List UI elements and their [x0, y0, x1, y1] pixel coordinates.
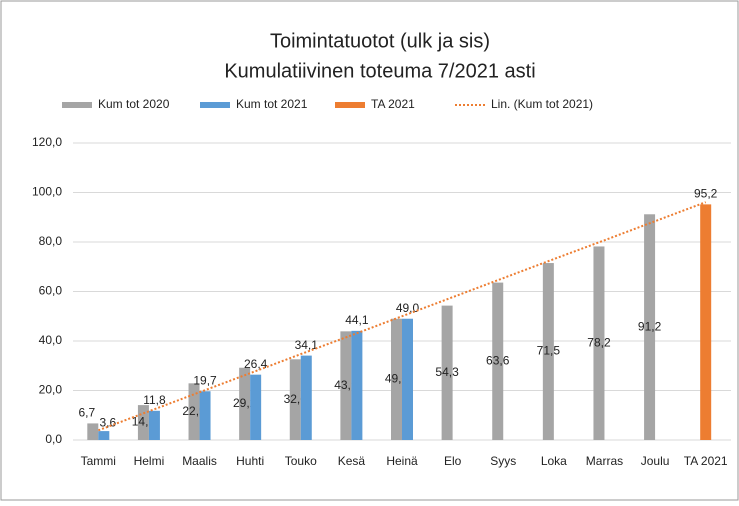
x-tick-label: Elo — [444, 454, 462, 468]
bar — [644, 214, 656, 440]
y-tick-label: 40,0 — [39, 333, 63, 347]
x-tick-label: TA 2021 — [684, 454, 728, 468]
bar — [148, 410, 160, 440]
legend-label: Lin. (Kum tot 2021) — [491, 97, 593, 111]
data-label: 91,2 — [638, 319, 662, 333]
legend-label: TA 2021 — [371, 97, 415, 111]
bar — [239, 367, 251, 440]
y-tick-label: 120,0 — [32, 135, 62, 149]
x-tick-label: Marras — [586, 454, 623, 468]
y-tick-label: 20,0 — [39, 383, 63, 397]
bar — [98, 431, 110, 440]
x-tick-label: Maalis — [182, 454, 217, 468]
data-label: 95,2 — [694, 187, 718, 201]
legend-swatch — [62, 102, 92, 108]
bar — [300, 355, 312, 440]
x-tick-label: Tammi — [81, 454, 116, 468]
x-tick-label: Touko — [285, 454, 317, 468]
bar — [289, 359, 301, 440]
data-label: 49,0 — [396, 301, 420, 315]
bar — [188, 383, 200, 440]
data-label: 78,2 — [587, 335, 611, 349]
bar — [593, 246, 605, 440]
y-tick-label: 0,0 — [45, 432, 62, 446]
data-label: 63,6 — [486, 353, 510, 367]
y-tick-label: 60,0 — [39, 284, 63, 298]
bar — [402, 318, 413, 440]
y-tick-label: 100,0 — [32, 185, 62, 199]
x-tick-label: Joulu — [641, 454, 670, 468]
legend-label: Kum tot 2021 — [236, 97, 308, 111]
x-tick-label: Heinä — [386, 454, 418, 468]
bar — [340, 331, 352, 440]
y-tick-label: 80,0 — [39, 234, 63, 248]
bar — [391, 318, 402, 440]
bar — [137, 405, 149, 440]
bar — [542, 263, 554, 440]
bar — [250, 374, 262, 440]
data-label: 3,6 — [99, 415, 116, 429]
bar — [700, 204, 712, 440]
x-tick-label: Helmi — [134, 454, 165, 468]
bar — [492, 282, 504, 440]
bar — [441, 305, 453, 440]
data-label: 19,7 — [193, 373, 217, 387]
data-label: 6,7 — [78, 406, 95, 420]
x-tick-label: Huhti — [236, 454, 264, 468]
data-label: 11,8 — [143, 393, 166, 407]
data-label: 54,3 — [435, 365, 459, 379]
chart-subtitle: Kumulatiivinen toteuma 7/2021 asti — [224, 60, 535, 82]
x-tick-label: Kesä — [338, 454, 366, 468]
data-label: 71,5 — [537, 344, 561, 358]
x-tick-label: Syys — [490, 454, 516, 468]
legend-label: Kum tot 2020 — [98, 97, 170, 111]
data-label: 44,1 — [345, 313, 369, 327]
data-label: 26,4 — [244, 357, 268, 371]
bar — [199, 391, 211, 440]
bar — [87, 423, 99, 440]
x-tick-label: Loka — [541, 454, 567, 468]
legend-swatch — [335, 102, 365, 108]
bar — [351, 330, 363, 440]
legend-swatch — [200, 102, 230, 108]
data-label: 34,1 — [295, 338, 319, 352]
chart-title: Toimintatuotot (ulk ja sis) — [270, 30, 490, 52]
trendline — [97, 201, 707, 432]
